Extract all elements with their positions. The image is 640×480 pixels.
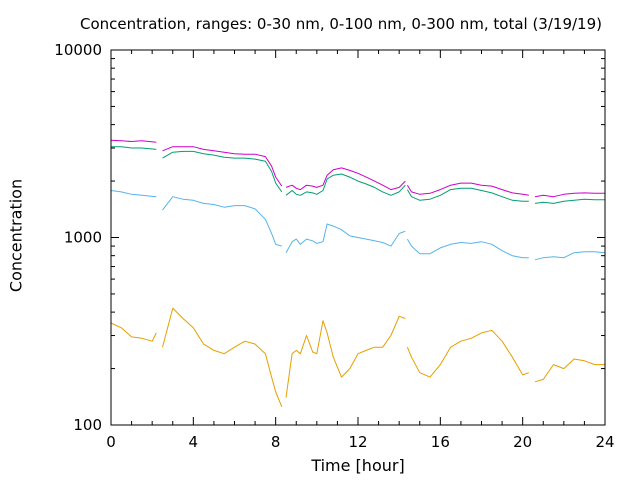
y-tick-label: 1000 xyxy=(64,229,102,247)
ticks-layer: 0 4 8 12 16 20 24 100 1000 10000 xyxy=(54,41,614,451)
series-line-segment xyxy=(285,167,406,191)
series-line-segment xyxy=(534,251,606,261)
x-tick-label: 12 xyxy=(348,433,367,451)
series-line-segment xyxy=(162,150,283,193)
y-tick-label: 10000 xyxy=(54,41,102,59)
series-line-segment xyxy=(162,146,283,187)
series-line-segment xyxy=(285,223,406,253)
x-tick-label: 8 xyxy=(271,433,281,451)
chart-title: Concentration, ranges: 0-30 nm, 0-100 nm… xyxy=(80,15,602,33)
x-tick-label: 16 xyxy=(431,433,450,451)
x-tick-label: 0 xyxy=(106,433,116,451)
series-line-segment xyxy=(110,322,157,342)
series-line-segment xyxy=(406,238,529,259)
series-2 xyxy=(111,146,605,204)
series-layer xyxy=(110,139,606,407)
series-line-segment xyxy=(111,146,157,150)
series-line-segment xyxy=(162,196,282,247)
y-tick-label: 100 xyxy=(73,416,102,434)
series-line-segment xyxy=(162,307,283,407)
series-3 xyxy=(110,190,606,261)
series-line-segment xyxy=(285,315,406,398)
x-tick-label: 20 xyxy=(513,433,532,451)
series-line-segment xyxy=(534,358,605,383)
plot-frame xyxy=(110,49,606,426)
x-tick-label: 4 xyxy=(189,433,199,451)
series-line-segment xyxy=(406,329,529,378)
series-line-segment xyxy=(110,190,157,198)
series-line-segment xyxy=(406,187,529,202)
x-axis-label: Time [hour] xyxy=(311,456,405,475)
series-line-segment xyxy=(406,182,529,196)
series-1 xyxy=(110,139,605,198)
series-line-segment xyxy=(534,198,605,204)
series-line-segment xyxy=(285,173,406,196)
x-tick-label: 24 xyxy=(595,433,614,451)
series-4 xyxy=(110,307,605,407)
series-line-segment xyxy=(534,192,605,198)
y-axis-label: Concentration xyxy=(6,178,26,293)
series-line-segment xyxy=(110,139,157,143)
